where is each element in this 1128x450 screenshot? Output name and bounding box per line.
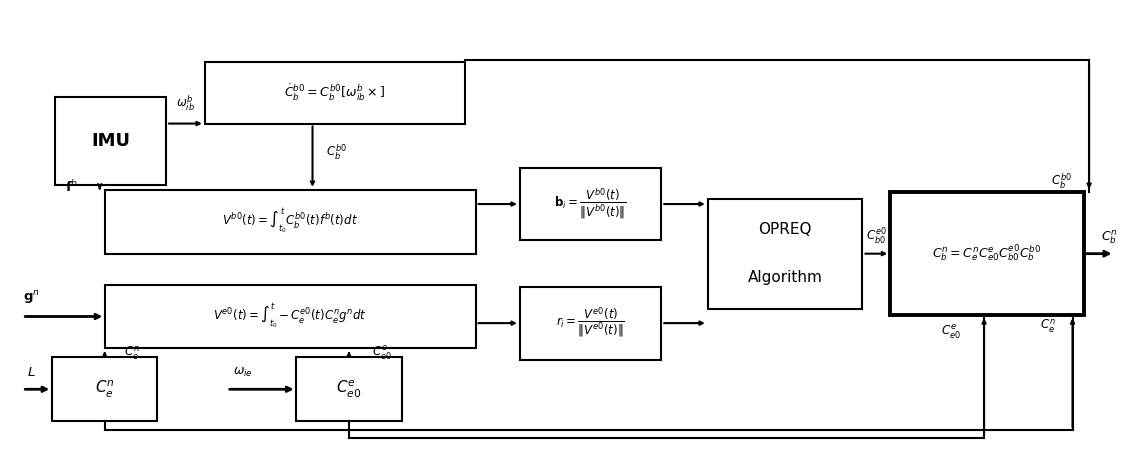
Text: $C_b^{b0}$: $C_b^{b0}$: [326, 143, 347, 162]
Bar: [105, 284, 476, 348]
Text: $\mathbf{b}_i=\dfrac{V^{b0}(t)}{\|V^{b0}(t)\|}$: $\mathbf{b}_i=\dfrac{V^{b0}(t)}{\|V^{b0}…: [554, 187, 627, 221]
Bar: [105, 190, 476, 254]
Text: $V^{b0}(t)=\int_{t_0}^{t}C_b^{b0}(t)f^b(t)dt$: $V^{b0}(t)=\int_{t_0}^{t}C_b^{b0}(t)f^b(…: [222, 207, 359, 236]
Text: IMU: IMU: [91, 132, 130, 150]
Bar: [520, 287, 661, 360]
Text: $\mathbf{g}^n$: $\mathbf{g}^n$: [23, 289, 39, 306]
Bar: [890, 192, 1084, 315]
Text: $\omega_{ie}$: $\omega_{ie}$: [233, 366, 254, 379]
Bar: [707, 198, 863, 309]
Bar: [55, 97, 166, 185]
Text: $V^{e0}(t)=\int_{t_0}^{t}-C_e^{e0}(t)C_e^ng^ndt$: $V^{e0}(t)=\int_{t_0}^{t}-C_e^{e0}(t)C_e…: [213, 302, 368, 331]
Text: $r_i=\dfrac{V^{e0}(t)}{\|V^{e0}(t)\|}$: $r_i=\dfrac{V^{e0}(t)}{\|V^{e0}(t)\|}$: [556, 306, 625, 340]
Text: OPREQ: OPREQ: [758, 222, 812, 237]
Bar: [297, 357, 402, 421]
Bar: [520, 168, 661, 240]
Text: $C_{e0}^e$: $C_{e0}^e$: [336, 379, 362, 400]
Bar: [205, 62, 465, 124]
Text: Algorithm: Algorithm: [748, 270, 822, 285]
Text: $C_e^n$: $C_e^n$: [1040, 318, 1056, 335]
Text: $C_b^n=C_e^nC_{e0}^eC_{b0}^{e0}C_b^{b0}$: $C_b^n=C_e^nC_{e0}^eC_{b0}^{e0}C_b^{b0}$: [932, 244, 1041, 263]
Text: $C_{e0}^e$: $C_{e0}^e$: [941, 324, 961, 341]
Text: $\dot{C}_b^{b0}=C_b^{b0}[\omega_{ib}^b\times]$: $\dot{C}_b^{b0}=C_b^{b0}[\omega_{ib}^b\t…: [284, 83, 386, 103]
Text: $C_b^{b0}$: $C_b^{b0}$: [1051, 171, 1072, 191]
Text: $C_e^n$: $C_e^n$: [124, 344, 140, 362]
Text: $\mathbf{f}^b$: $\mathbf{f}^b$: [65, 180, 79, 195]
Bar: [52, 357, 157, 421]
Text: $C_{e0}^e$: $C_{e0}^e$: [372, 344, 393, 362]
Text: $\omega_{ib}^b$: $\omega_{ib}^b$: [176, 94, 195, 113]
Text: $C_b^n$: $C_b^n$: [1101, 228, 1117, 246]
Text: $C_{b0}^{e0}$: $C_{b0}^{e0}$: [866, 227, 887, 247]
Text: $C_e^n$: $C_e^n$: [95, 379, 115, 400]
Text: $L$: $L$: [27, 366, 35, 379]
